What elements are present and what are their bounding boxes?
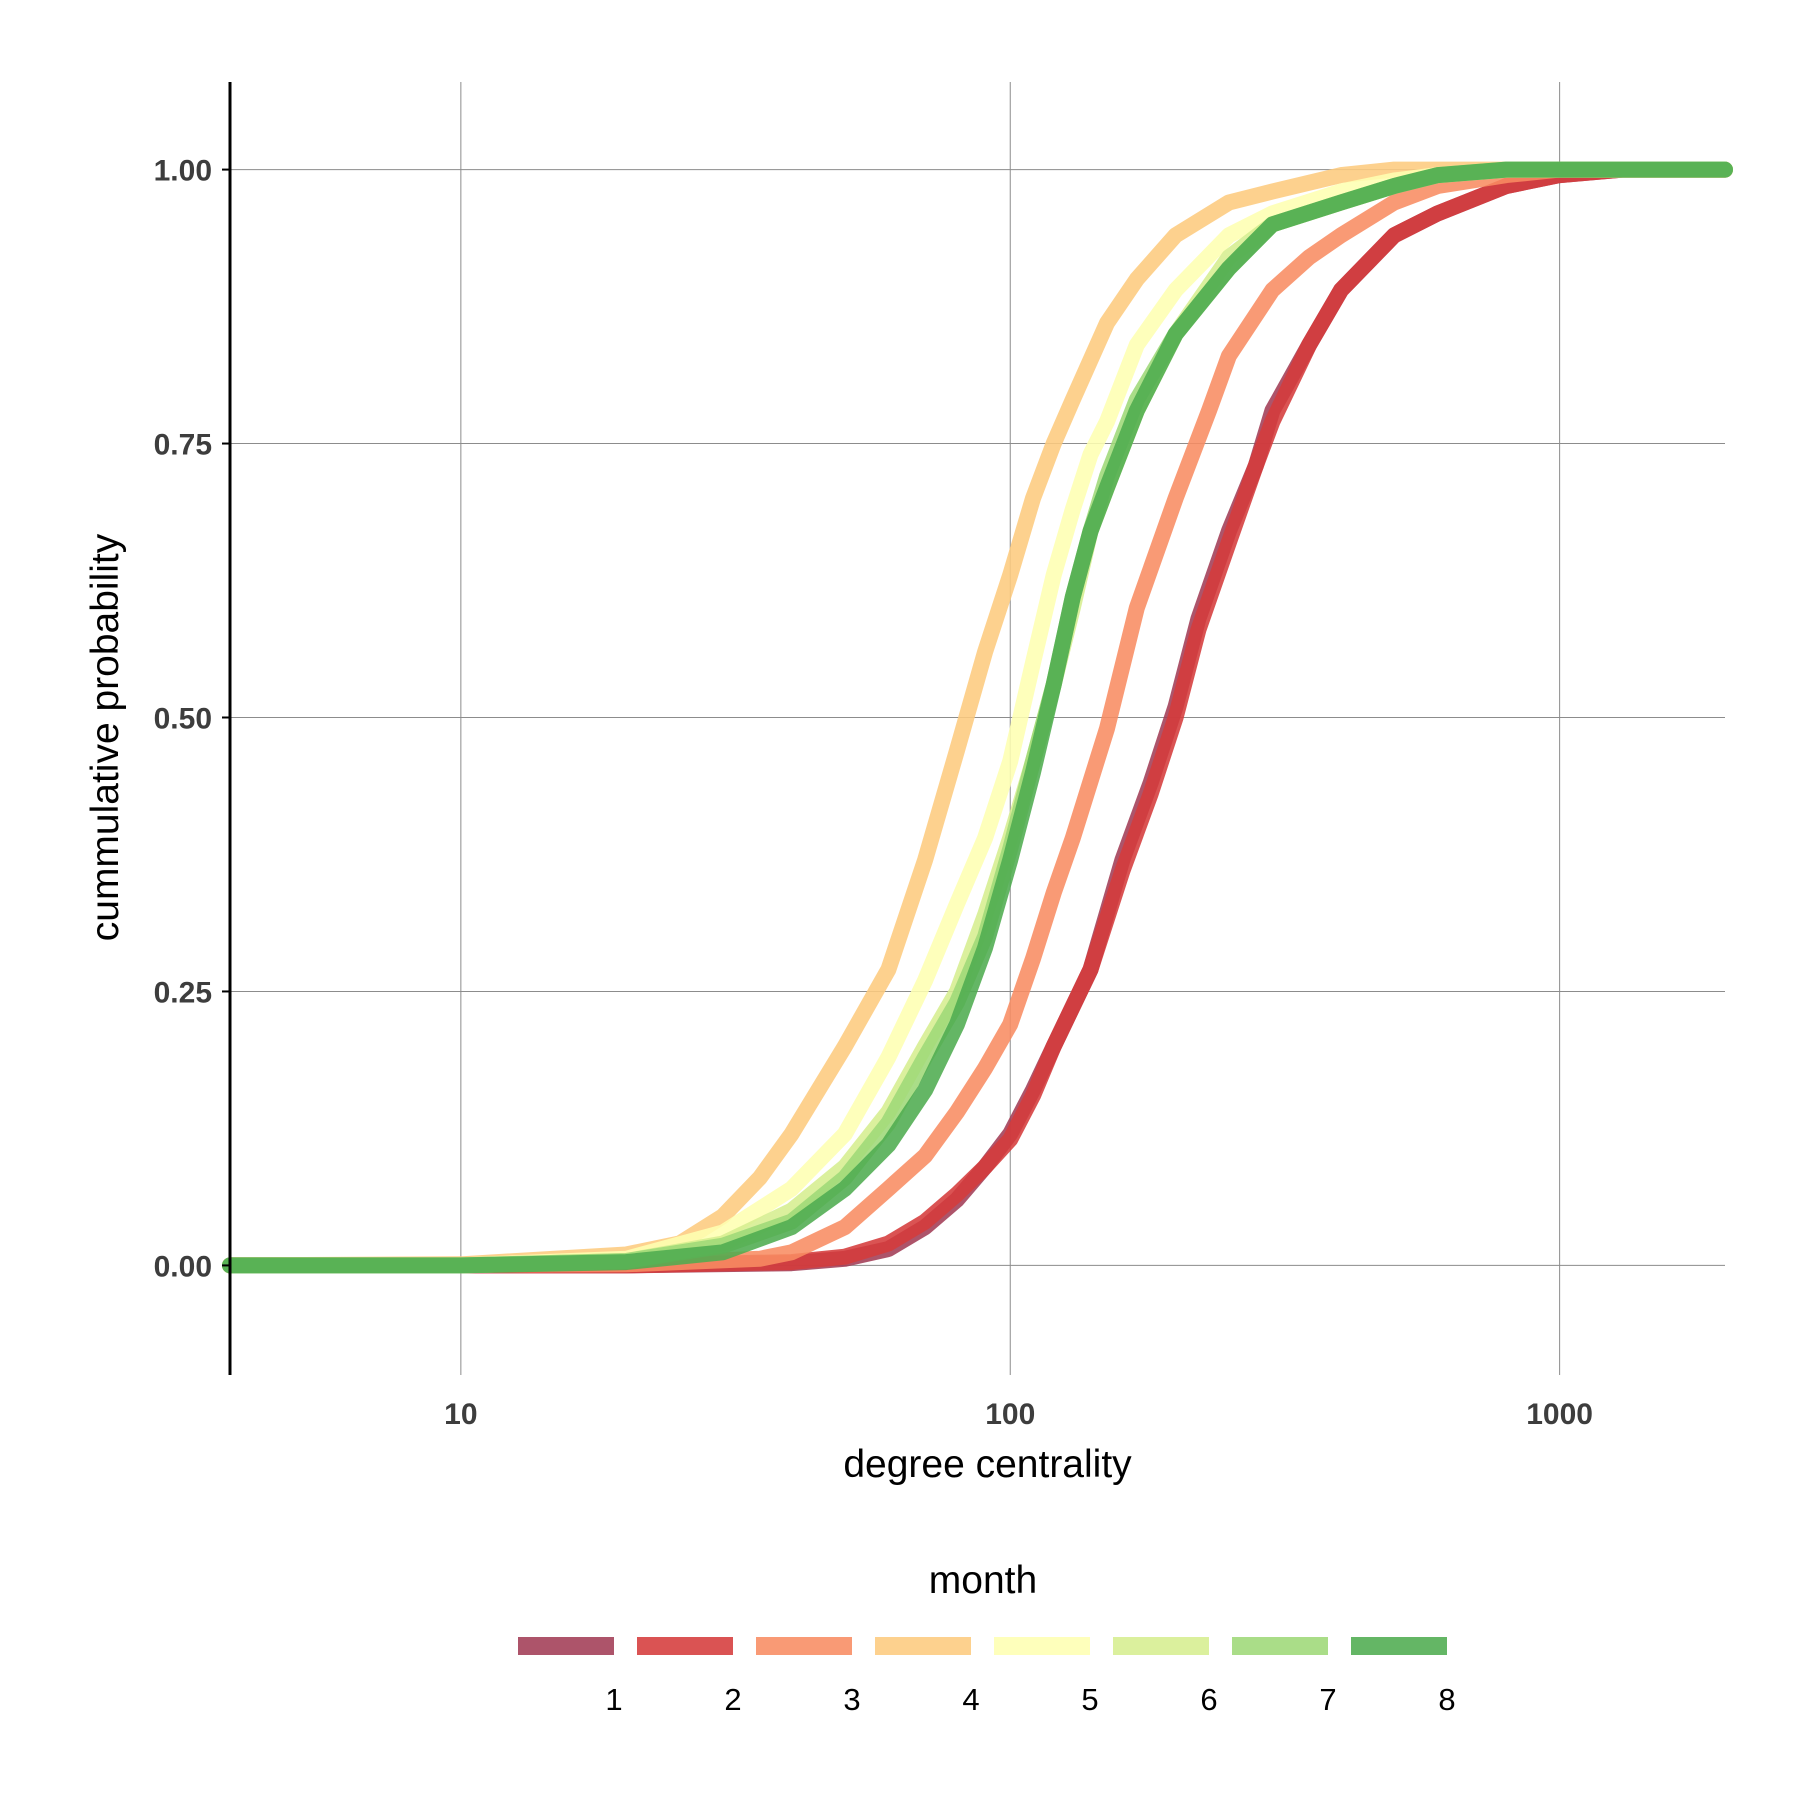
legend-label-month-2: 2 <box>724 1682 741 1717</box>
y-tick-label: 0.50 <box>154 703 212 736</box>
legend: 1 2 3 4 5 6 7 8 <box>518 1637 1456 1717</box>
legend-label-month-4: 4 <box>962 1682 979 1717</box>
legend-label-month-8: 8 <box>1438 1682 1455 1717</box>
legend-label-month-3: 3 <box>843 1682 860 1717</box>
y-axis-title: cummulative probability <box>84 533 127 941</box>
y-tick-label: 1.00 <box>154 155 212 188</box>
series-layer <box>222 161 1733 1274</box>
series-line-month-4 <box>222 161 1733 1274</box>
x-axis-title: degree centrality <box>843 1443 1132 1486</box>
x-tick-label: 100 <box>985 1398 1035 1431</box>
x-tick-label: 10 <box>444 1398 477 1431</box>
series-line-month-8 <box>222 161 1733 1274</box>
legend-label-month-6: 6 <box>1200 1682 1217 1717</box>
series-line-month-3 <box>222 161 1733 1274</box>
legend-title: month <box>929 1559 1037 1602</box>
x-tick-label: 1000 <box>1526 1398 1593 1431</box>
y-tick-label: 0.00 <box>154 1250 212 1283</box>
legend-label-month-7: 7 <box>1319 1682 1336 1717</box>
y-tick-label: 0.25 <box>154 976 212 1009</box>
legend-label-month-5: 5 <box>1081 1682 1098 1717</box>
series-line-month-2 <box>222 161 1733 1274</box>
axis-layer: 0.00 0.25 0.50 0.75 1.00 10 100 1000 <box>154 82 1593 1431</box>
y-tick-label: 0.75 <box>154 429 212 462</box>
legend-label-month-1: 1 <box>605 1682 622 1717</box>
grid-layer <box>230 82 1725 1375</box>
